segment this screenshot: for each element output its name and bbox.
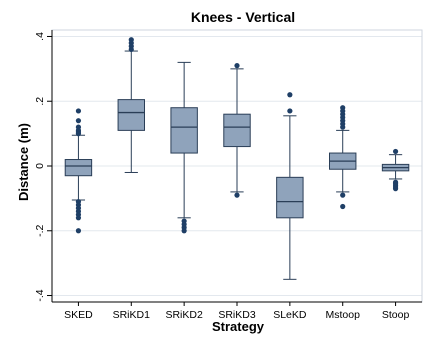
outlier-point [181,228,187,234]
x-tick-label: SKED [64,309,93,321]
x-tick-label: SRiKD3 [218,309,256,321]
box-iqr [64,159,93,177]
box-iqr [223,113,251,148]
outlier-point [287,92,293,98]
y-axis-label: Distance (m) [16,123,31,201]
y-axis-ticks: -.4 -.2 0 .2 .4 [34,32,52,302]
outlier-point [75,215,82,221]
box-sked [64,108,93,234]
box-iqr [117,99,145,131]
box-srikd1 [117,37,145,173]
x-axis-ticks: SKED SRiKD1 SRiKD2 SRiKD3 SLeKD Mstoop Stoop [64,302,409,321]
x-tick-label: Mstoop [325,309,360,321]
box-mstoop [329,105,357,210]
y-tick-label: -.4 [34,289,46,301]
x-tick-label: SLeKD [273,309,307,321]
outlier-point [392,186,399,192]
outlier-point [75,131,82,137]
outlier-point [75,228,82,234]
outlier-point [234,63,240,69]
outlier-point [128,46,134,53]
outlier-point [234,192,240,198]
y-tick-label: -.2 [34,224,46,236]
x-tick-label: SRiKD2 [165,309,203,321]
box-stoop [381,148,410,192]
y-tick-label: .4 [34,32,46,41]
y-tick-label: 0 [34,163,46,169]
outlier-point [287,108,293,114]
outlier-point [75,118,82,124]
box-iqr [276,176,304,219]
outlier-point [340,192,346,198]
x-tick-label: SRiKD1 [113,309,151,321]
outlier-point [340,124,346,130]
y-tick-label: .2 [34,97,46,106]
outlier-point [340,203,346,210]
box-series [64,37,410,280]
box-iqr [170,107,198,154]
outlier-point [392,148,399,155]
x-axis-label: Strategy [212,319,265,334]
chart-title: Knees - Vertical [191,9,295,25]
box-srikd2 [170,61,198,234]
outlier-point [75,108,82,114]
x-tick-label: Stoop [382,309,410,321]
box-srikd3 [223,63,251,198]
box-slekd [276,92,304,280]
